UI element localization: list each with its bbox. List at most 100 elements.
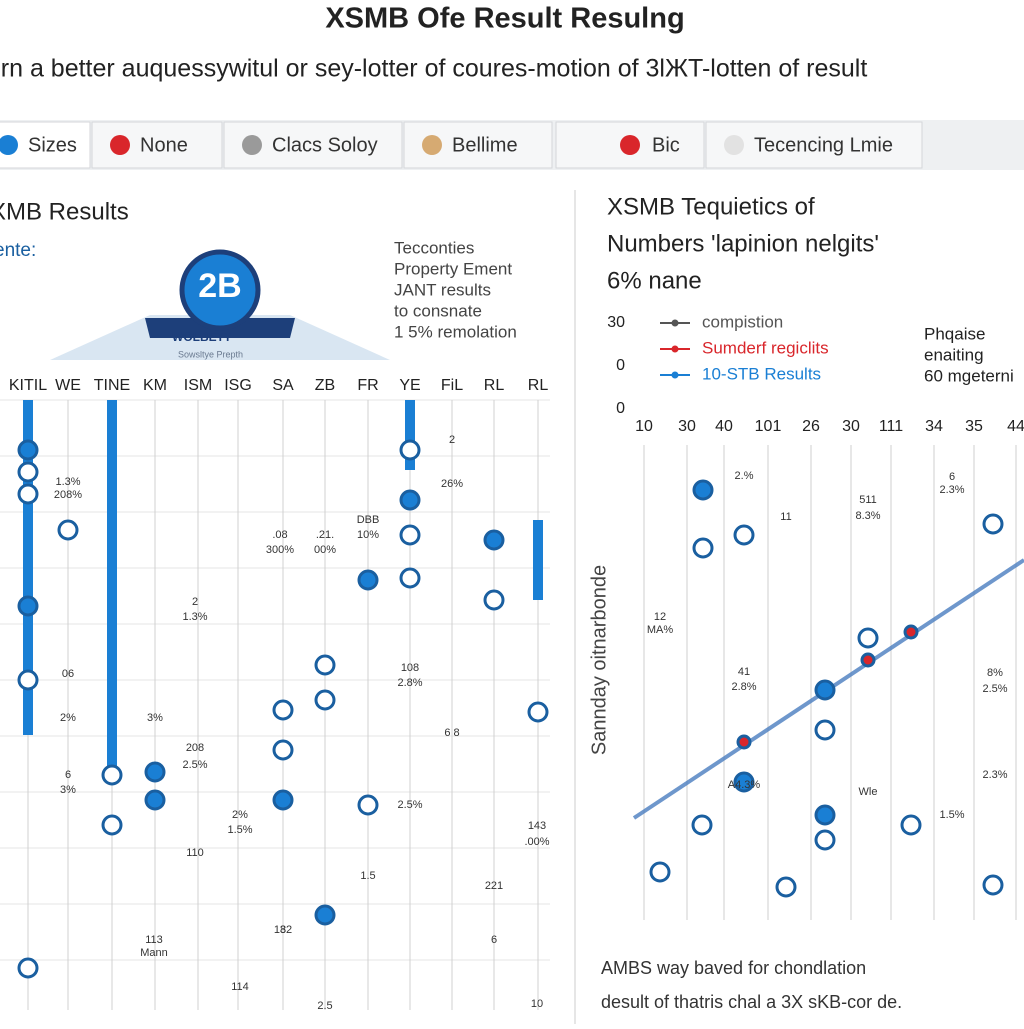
tab-dot [724, 135, 744, 155]
marker [272, 739, 294, 761]
tab-dot [242, 135, 262, 155]
legend-label: 10-STB Results [702, 364, 821, 383]
x-tick-label: 34 [925, 418, 943, 435]
annotation: 6 [949, 471, 955, 483]
marker [357, 794, 379, 816]
tab-label: None [140, 134, 188, 156]
legend-label: Sumderf regiclits [702, 338, 829, 357]
blue-bar [533, 520, 543, 600]
x-tick-label: 101 [755, 418, 782, 435]
annotation: 108 [401, 662, 419, 674]
page-subtitle: 'rn a better auquessywitul or sey-lotter… [0, 55, 867, 83]
tab[interactable]: Tecencing Lmie [705, 121, 923, 169]
annotation: 110 [186, 847, 204, 859]
logo: 2B WOLBETT Sowsltye Prepth [50, 249, 390, 360]
footer-line: desult of thatris chal a 3X sKB-cor de. [601, 992, 902, 1012]
x-tick-label: 26 [802, 418, 820, 435]
column-header: KM [143, 377, 167, 394]
tab[interactable]: Bic [555, 121, 705, 169]
marker [814, 804, 836, 826]
column-header: RL [484, 377, 505, 394]
annotation: 114 [231, 981, 249, 993]
column-header: FiL [441, 377, 463, 394]
annotation: 2.% [735, 470, 754, 482]
marker [17, 439, 39, 461]
column-header: KITIL [9, 377, 47, 394]
tab[interactable]: Bellime [403, 121, 553, 169]
annotation: MA% [647, 624, 674, 636]
logo-caption: Sowsltye Prepth [178, 349, 243, 359]
column-header: RL [528, 377, 549, 394]
marker [144, 761, 166, 783]
marker [483, 589, 505, 611]
note-line: 1 5% remolation [394, 322, 517, 341]
annotation: 2.3% [939, 484, 964, 496]
marker [814, 829, 836, 851]
x-tick-label: 40 [715, 418, 733, 435]
note-line: to consnate [394, 301, 482, 320]
marker [57, 519, 79, 541]
column-header: SA [272, 377, 294, 394]
right-title: 6% nane [607, 267, 702, 294]
marker [860, 652, 876, 668]
annotation: 1.5% [227, 824, 252, 836]
tab-label: Bellime [452, 134, 518, 156]
annotation: 10% [357, 529, 379, 541]
marker [903, 624, 919, 640]
side-note: enaiting [924, 345, 984, 364]
annotation: 2.8% [731, 681, 756, 693]
tab[interactable]: Sizes [0, 121, 91, 169]
blue-bar [23, 400, 33, 735]
note-line: Tecconties [394, 238, 474, 257]
note-line: Property Ement [394, 259, 512, 278]
y-tick-label: 0 [616, 400, 625, 417]
marker [399, 439, 421, 461]
annotation: 11 [780, 511, 791, 523]
annotation: 208 [186, 742, 204, 754]
marker [101, 814, 123, 836]
annotation: DBB [357, 514, 380, 526]
logo-banner: WOLBETT [172, 330, 232, 344]
left-title: XMB Results [0, 198, 129, 225]
annotation: 208% [54, 489, 82, 501]
marker [982, 874, 1004, 896]
annotation: 6 8 [444, 727, 459, 739]
column-header: WE [55, 377, 81, 394]
column-header: YE [399, 377, 420, 394]
marker [733, 771, 755, 793]
marker [691, 814, 713, 836]
left-subtitle: ente: [0, 240, 36, 261]
y-tick-label: 0 [616, 357, 625, 374]
tab-label: Bic [652, 134, 680, 156]
annotation: 06 [62, 668, 74, 680]
annotation: 10 [531, 998, 543, 1010]
annotation: 2 [449, 434, 455, 446]
marker [857, 627, 879, 649]
annotation: .21. [316, 529, 334, 541]
marker [775, 876, 797, 898]
annotation: 6 [65, 769, 71, 781]
tab[interactable]: None [91, 121, 223, 169]
y-axis-label: Sannday oitnarbonde [588, 565, 610, 755]
x-tick-label: 30 [842, 418, 860, 435]
annotation: A4.3% [728, 779, 761, 791]
tab-dot [0, 135, 18, 155]
annotation: 8.3% [855, 510, 880, 522]
annotation: 221 [485, 880, 503, 892]
annotation: 3% [60, 784, 76, 796]
marker [399, 567, 421, 589]
x-tick-label: 44 [1007, 418, 1024, 435]
annotation: 143 [528, 820, 546, 832]
annotation: 300% [266, 544, 294, 556]
note-line: JANT results [394, 280, 491, 299]
tab[interactable]: Clacs Soloy [223, 121, 403, 169]
marker [982, 513, 1004, 535]
column-header: ISG [224, 377, 252, 394]
marker [399, 489, 421, 511]
column-header: TINE [94, 377, 130, 394]
annotation: 2% [232, 809, 248, 821]
right-title: XSMB Tequietics of [607, 193, 815, 220]
annotation: 8 [280, 924, 286, 936]
x-tick-label: 111 [879, 418, 903, 435]
